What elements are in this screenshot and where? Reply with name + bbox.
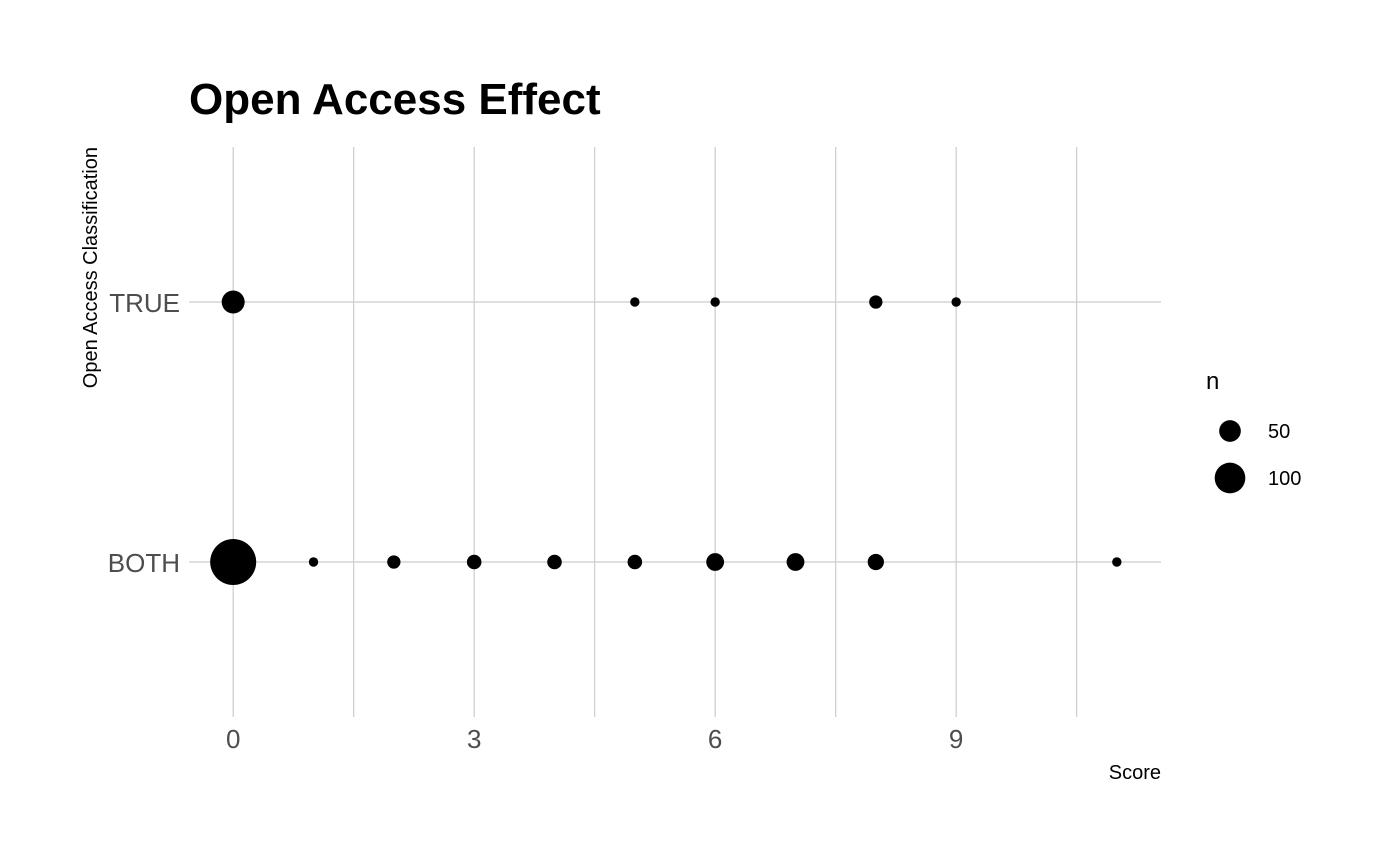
legend-key xyxy=(1214,462,1246,494)
data-point xyxy=(786,553,805,571)
data-point xyxy=(706,553,725,571)
x-tick-label: 3 xyxy=(467,724,481,754)
data-point xyxy=(630,297,640,307)
data-point xyxy=(547,554,562,570)
x-tick-label: 0 xyxy=(226,724,240,754)
x-tick-label: 6 xyxy=(708,724,722,754)
y-tick-labels: BOTH TRUE xyxy=(108,288,180,578)
data-point xyxy=(387,555,401,569)
x-axis-title: Score xyxy=(1109,762,1161,784)
data-point xyxy=(308,557,319,567)
data-point xyxy=(869,295,883,309)
data-point xyxy=(1112,557,1122,567)
chart-title: Open Access Effect xyxy=(189,75,601,124)
grid xyxy=(189,147,1161,717)
data-point xyxy=(466,554,482,570)
data-point xyxy=(951,297,961,307)
data-point xyxy=(867,553,884,571)
points-layer xyxy=(210,290,1122,586)
data-point xyxy=(221,290,245,314)
legend-label: 50 xyxy=(1268,421,1290,443)
y-tick-label: TRUE xyxy=(109,288,180,318)
legend-title: n xyxy=(1206,368,1219,395)
data-point xyxy=(627,554,643,570)
legend: n 50 100 xyxy=(1206,368,1301,494)
y-axis-title: Open Access Classification xyxy=(80,147,102,388)
x-tick-labels: 0 3 6 9 xyxy=(226,724,963,754)
legend-key xyxy=(1219,420,1241,442)
legend-label: 100 xyxy=(1268,468,1301,490)
data-point xyxy=(710,297,720,307)
data-point xyxy=(210,538,257,586)
y-tick-label: BOTH xyxy=(108,548,180,578)
x-tick-label: 9 xyxy=(949,724,963,754)
